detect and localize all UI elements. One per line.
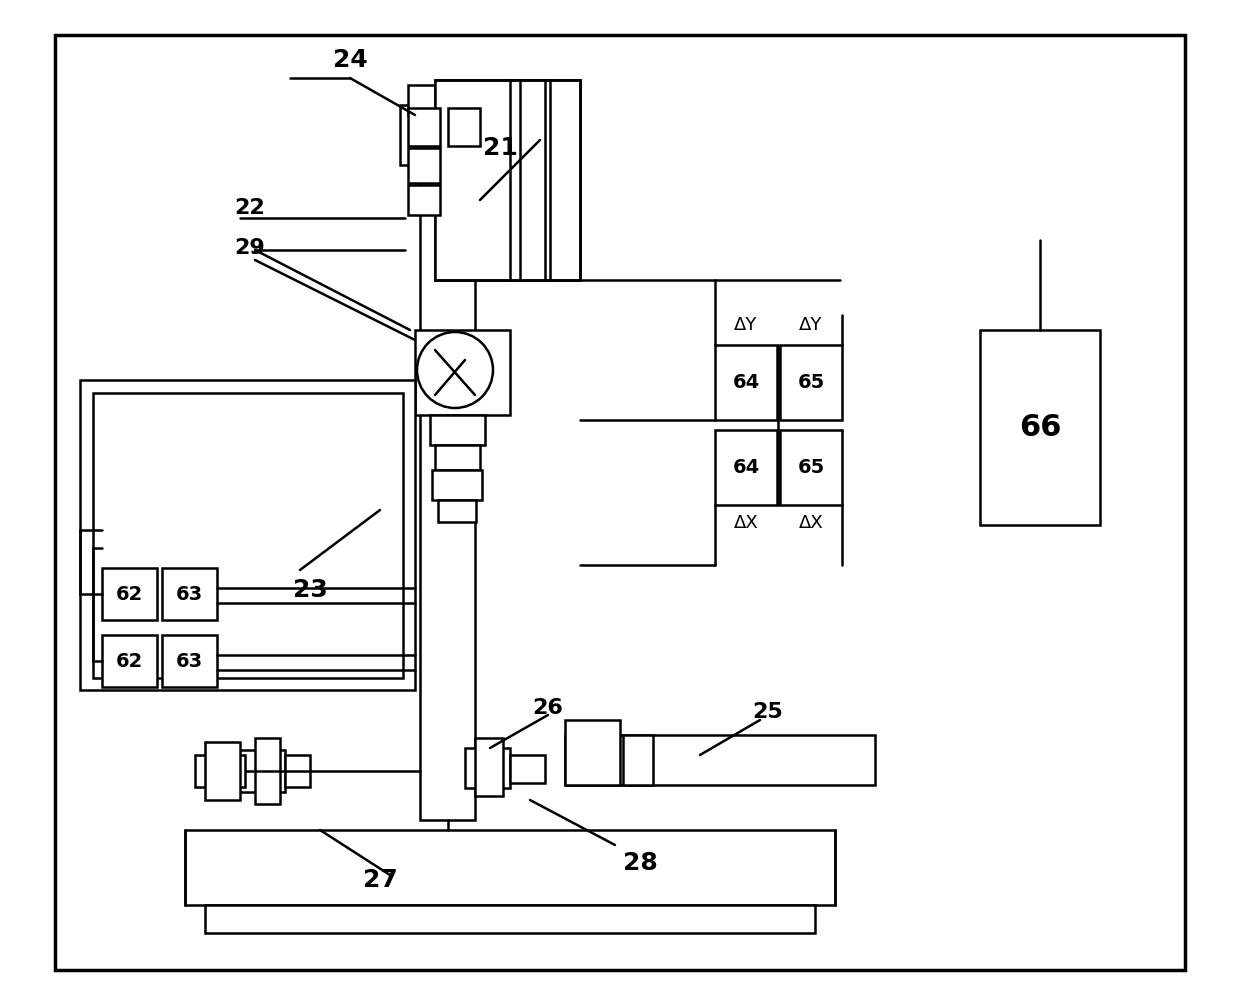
Bar (435, 80, 580, 280)
Text: 64: 64 (733, 457, 760, 476)
Text: 24: 24 (332, 48, 367, 72)
Text: ΔY: ΔY (800, 316, 822, 334)
Bar (420, 120, 475, 820)
Text: 63: 63 (175, 651, 202, 670)
Bar (255, 738, 280, 804)
Bar (81, 380, 415, 690)
Bar (520, 80, 546, 280)
Text: 26: 26 (532, 698, 563, 718)
Bar (438, 500, 476, 522)
Bar (715, 430, 777, 505)
Text: ΔY: ΔY (734, 316, 758, 334)
Bar (205, 742, 241, 800)
Bar (93, 393, 403, 678)
Text: 22: 22 (234, 198, 265, 218)
Text: ΔX: ΔX (799, 514, 823, 532)
Text: 62: 62 (115, 585, 143, 603)
Bar (408, 108, 440, 146)
Bar (285, 755, 310, 787)
Bar (430, 415, 485, 445)
Bar (510, 755, 546, 783)
Bar (780, 430, 842, 505)
Bar (622, 735, 653, 785)
Bar (195, 755, 246, 787)
Bar (408, 85, 484, 115)
Bar (465, 748, 510, 788)
Text: 27: 27 (362, 868, 397, 892)
Bar (510, 80, 551, 280)
Text: 29: 29 (234, 238, 265, 258)
Text: 65: 65 (797, 457, 825, 476)
Bar (565, 720, 620, 785)
Bar (432, 470, 482, 500)
Bar (229, 750, 285, 792)
Text: 64: 64 (733, 373, 760, 392)
Bar (205, 904, 815, 933)
Text: 28: 28 (622, 851, 657, 875)
Bar (162, 568, 217, 620)
Text: 66: 66 (1019, 412, 1061, 441)
Bar (102, 635, 157, 687)
Bar (435, 80, 580, 280)
Bar (780, 345, 842, 420)
Bar (475, 738, 503, 796)
Text: 21: 21 (482, 136, 517, 160)
Bar (415, 330, 510, 415)
Text: ΔX: ΔX (734, 514, 759, 532)
Text: 23: 23 (293, 578, 327, 602)
Text: 63: 63 (175, 585, 202, 603)
Bar (408, 185, 440, 215)
Bar (401, 105, 490, 165)
Bar (102, 568, 157, 620)
Bar (980, 330, 1100, 525)
Bar (448, 108, 480, 146)
Text: 62: 62 (115, 651, 143, 670)
Bar (185, 830, 835, 904)
Text: 25: 25 (753, 702, 784, 722)
Bar (715, 345, 777, 420)
Circle shape (417, 332, 494, 408)
Text: 65: 65 (797, 373, 825, 392)
Bar (162, 635, 217, 687)
Bar (408, 148, 440, 183)
Bar (565, 735, 875, 785)
Bar (435, 445, 480, 470)
